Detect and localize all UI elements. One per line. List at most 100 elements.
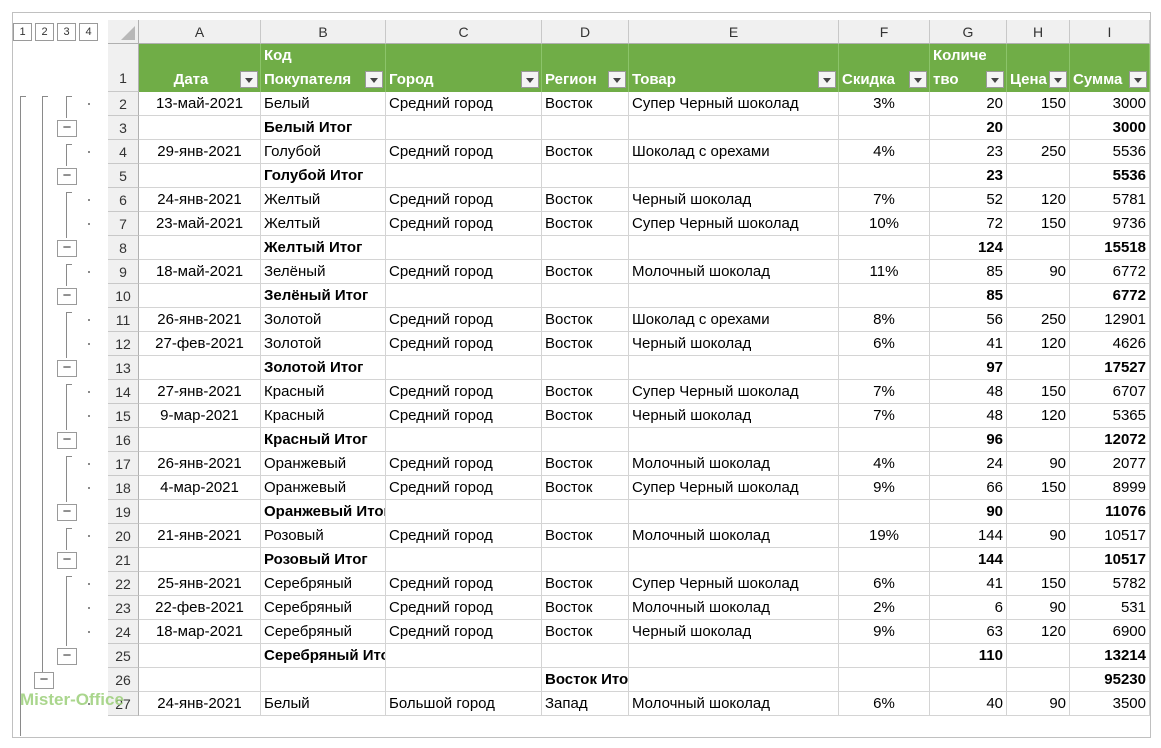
collapse-button[interactable]: − [57, 240, 77, 257]
cell: 120 [1007, 332, 1070, 356]
cell-empty [542, 428, 629, 452]
collapse-button[interactable]: − [57, 552, 77, 569]
row-number[interactable]: 10 [108, 284, 139, 308]
row-number[interactable]: 1 [108, 44, 139, 92]
cell: Оранжевый [261, 452, 386, 476]
row-number[interactable]: 16 [108, 428, 139, 452]
cell: 9% [839, 476, 930, 500]
column-header[interactable]: H [1007, 20, 1070, 44]
outline-bracket [66, 312, 67, 358]
cell: Восток [542, 596, 629, 620]
cell: 96 [930, 428, 1007, 452]
outline-level-button[interactable]: 1 [13, 23, 32, 41]
filter-button[interactable] [608, 71, 626, 88]
header-text: Сумма [1073, 71, 1123, 88]
cell: Средний город [386, 332, 542, 356]
cell: Средний город [386, 308, 542, 332]
cell: 2% [839, 596, 930, 620]
row-number[interactable]: 21 [108, 548, 139, 572]
cell-empty [139, 236, 261, 260]
cell: Восток [542, 212, 629, 236]
filter-button[interactable] [240, 71, 258, 88]
cell: Серебряный [261, 572, 386, 596]
column-header[interactable]: C [386, 20, 542, 44]
cell: 7% [839, 380, 930, 404]
row-number[interactable]: 7 [108, 212, 139, 236]
row-number[interactable]: 22 [108, 572, 139, 596]
column-header[interactable]: A [139, 20, 261, 44]
row-number[interactable]: 26 [108, 668, 139, 692]
row-number[interactable]: 9 [108, 260, 139, 284]
cell-empty [839, 356, 930, 380]
outline-level-button[interactable]: 3 [57, 23, 76, 41]
column-header[interactable]: G [930, 20, 1007, 44]
cell-empty [542, 116, 629, 140]
cell: Зелёный Итог [261, 284, 386, 308]
row-number[interactable]: 5 [108, 164, 139, 188]
column-header[interactable]: D [542, 20, 629, 44]
outline-level-button[interactable]: 4 [79, 23, 98, 41]
filter-button[interactable] [365, 71, 383, 88]
cell: 5781 [1070, 188, 1150, 212]
row-number[interactable]: 25 [108, 644, 139, 668]
cell-empty [542, 500, 629, 524]
select-all[interactable] [108, 20, 139, 44]
outline-level-button[interactable]: 2 [35, 23, 54, 41]
row-number[interactable]: 19 [108, 500, 139, 524]
row-number[interactable]: 2 [108, 92, 139, 116]
collapse-button[interactable]: − [57, 168, 77, 185]
row-number[interactable]: 27 [108, 692, 139, 716]
row-number[interactable]: 15 [108, 404, 139, 428]
cell: Черный шоколад [629, 332, 839, 356]
column-header[interactable]: I [1070, 20, 1150, 44]
row-number[interactable]: 24 [108, 620, 139, 644]
row-number[interactable]: 3 [108, 116, 139, 140]
cell: 90 [1007, 596, 1070, 620]
cell: 13-май-2021 [139, 92, 261, 116]
row-number[interactable]: 14 [108, 380, 139, 404]
filter-button[interactable] [521, 71, 539, 88]
row-number[interactable]: 12 [108, 332, 139, 356]
cell: Белый [261, 692, 386, 716]
row-number[interactable]: 11 [108, 308, 139, 332]
filter-button[interactable] [818, 71, 836, 88]
collapse-button[interactable]: − [57, 504, 77, 521]
filter-button[interactable] [986, 71, 1004, 88]
collapse-button[interactable]: − [57, 360, 77, 377]
collapse-button[interactable]: − [57, 120, 77, 137]
row-number[interactable]: 6 [108, 188, 139, 212]
collapse-button[interactable]: − [57, 432, 77, 449]
cell-empty [1007, 668, 1070, 692]
cell: 24-янв-2021 [139, 188, 261, 212]
collapse-button[interactable]: − [57, 648, 77, 665]
cell: Восток [542, 524, 629, 548]
collapse-button[interactable]: − [34, 672, 54, 689]
filter-button[interactable] [909, 71, 927, 88]
column-header[interactable]: B [261, 20, 386, 44]
cell: Супер Черный шоколад [629, 92, 839, 116]
column-header[interactable]: E [629, 20, 839, 44]
row-number[interactable]: 23 [108, 596, 139, 620]
row-number[interactable]: 4 [108, 140, 139, 164]
column-header[interactable]: F [839, 20, 930, 44]
cell: 4% [839, 452, 930, 476]
outline-bracket [66, 384, 67, 430]
outline-bracket [66, 264, 67, 286]
row-number[interactable]: 18 [108, 476, 139, 500]
outline-dot [88, 271, 90, 273]
row-number[interactable]: 20 [108, 524, 139, 548]
outline-bracket [66, 528, 67, 550]
cell-empty [629, 644, 839, 668]
outline-dot [88, 199, 90, 201]
cell-empty [839, 236, 930, 260]
row-number[interactable]: 13 [108, 356, 139, 380]
collapse-button[interactable]: − [57, 288, 77, 305]
row-number[interactable]: 8 [108, 236, 139, 260]
filter-button[interactable] [1129, 71, 1147, 88]
cell-empty [629, 116, 839, 140]
cell: Восток [542, 308, 629, 332]
cell: 6772 [1070, 284, 1150, 308]
filter-button[interactable] [1049, 71, 1067, 88]
row-number[interactable]: 17 [108, 452, 139, 476]
cell: 6% [839, 332, 930, 356]
